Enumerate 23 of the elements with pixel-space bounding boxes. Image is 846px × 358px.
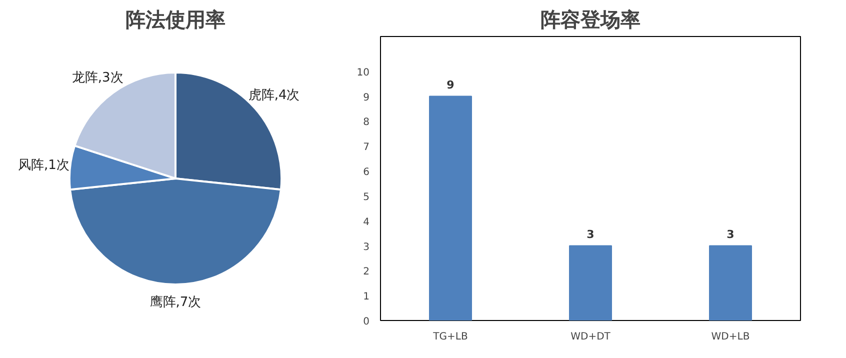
y-tick-label: 2 (363, 266, 370, 278)
y-tick-label: 10 (356, 67, 370, 78)
slice-label: 龙阵,3次 (72, 70, 124, 86)
slice-label: 鹰阵,7次 (150, 295, 202, 310)
y-tick-label: 6 (363, 167, 370, 178)
chart-title: 阵容登场率 (540, 8, 640, 32)
y-tick-label: 9 (363, 92, 370, 104)
data-label: 3 (586, 228, 594, 241)
data-label: 3 (726, 228, 734, 241)
y-tick-label: 8 (363, 117, 370, 128)
y-tick-label: 0 (363, 316, 370, 328)
y-tick-label: 1 (363, 292, 370, 303)
y-tick-label: 3 (363, 242, 370, 253)
data-label: 9 (446, 78, 454, 92)
y-tick-label: 7 (363, 142, 370, 154)
x-tick-label: TG+LB (432, 332, 468, 342)
x-tick-label: WD+DT (570, 332, 612, 342)
y-tick-label: 5 (363, 192, 370, 203)
chart-title: 阵法使用率 (126, 8, 226, 32)
slice-label: 虎阵,4次 (248, 88, 300, 103)
slice-label: 风阵,1次 (18, 158, 70, 174)
y-tick-label: 4 (363, 216, 370, 228)
x-tick-label: WD+LB (711, 332, 750, 342)
